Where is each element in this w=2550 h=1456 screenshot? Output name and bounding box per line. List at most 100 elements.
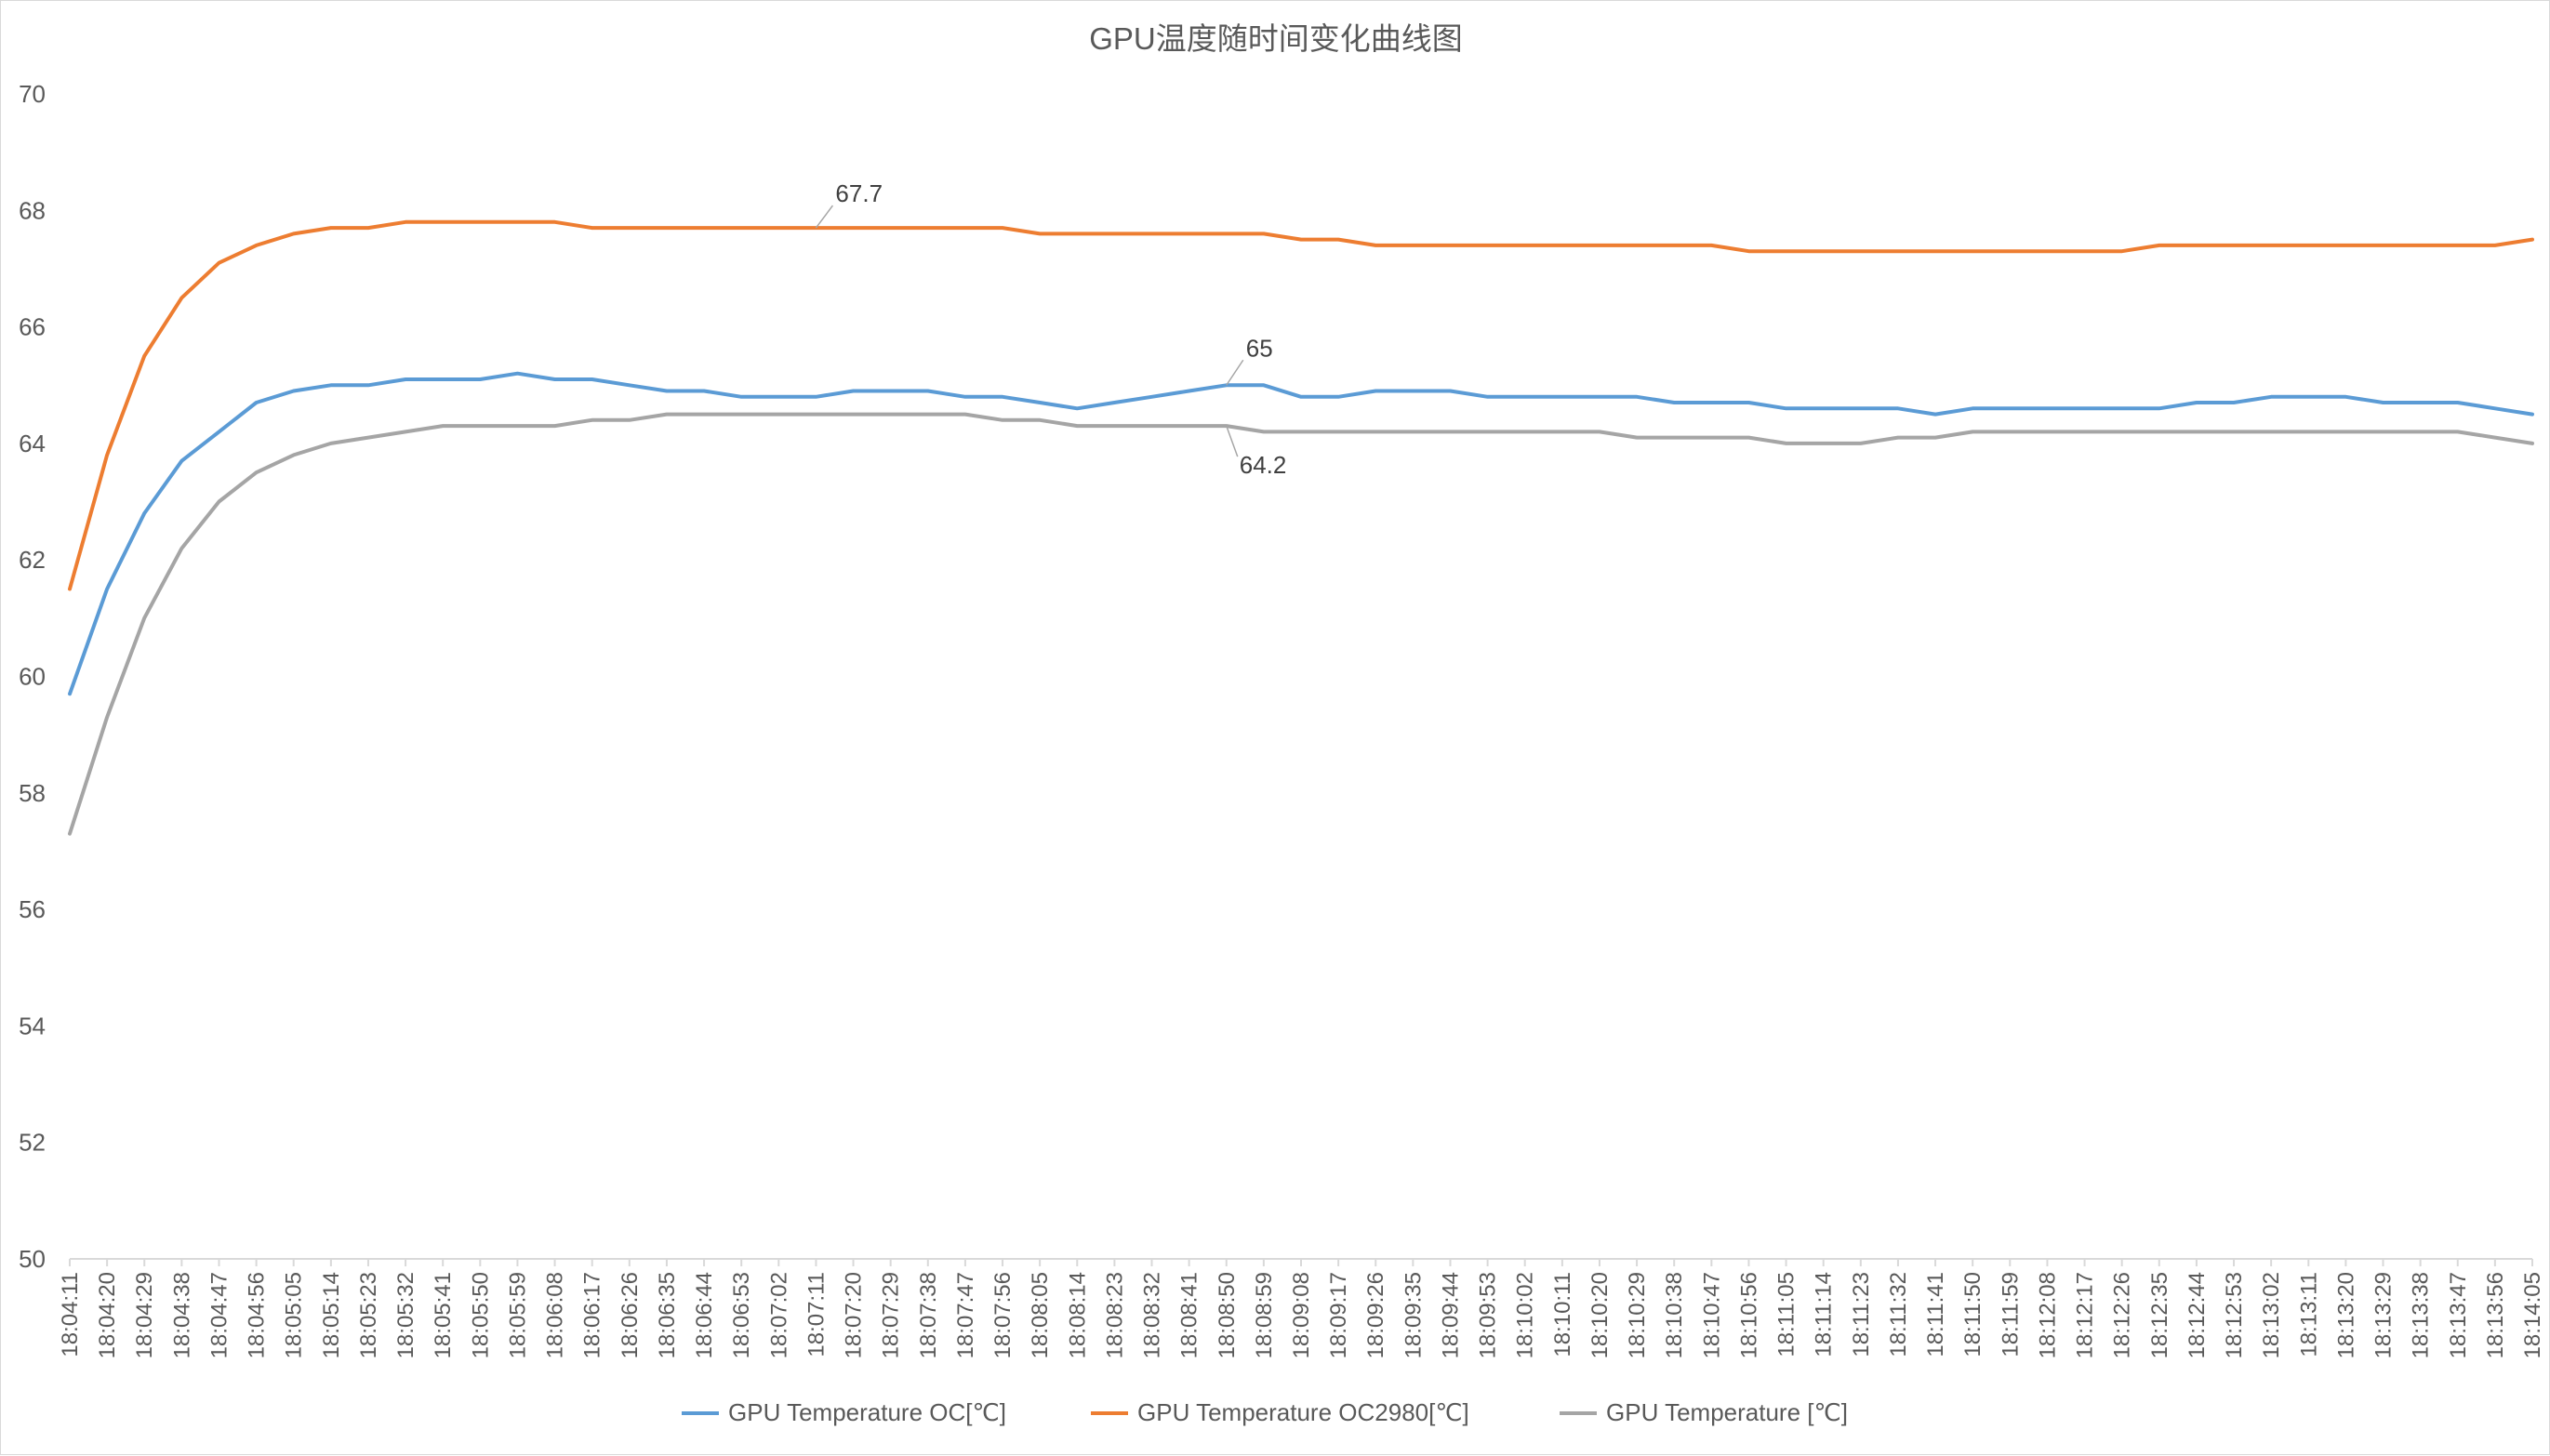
series-line-3 xyxy=(68,412,2534,836)
x-tick-label: 18:08:50 xyxy=(1215,1272,1240,1358)
x-tick-label: 18:13:38 xyxy=(2409,1272,2434,1358)
x-tick-label: 18:06:35 xyxy=(655,1272,680,1358)
x-tick-label: 18:07:47 xyxy=(953,1272,978,1358)
legend-label: GPU Temperature OC[℃] xyxy=(728,1398,1006,1426)
x-tick-label: 18:12:17 xyxy=(2073,1272,2098,1358)
y-tick-label: 64 xyxy=(19,430,46,457)
x-tick-label: 18:06:08 xyxy=(543,1272,568,1358)
legend-label: GPU Temperature [℃] xyxy=(1606,1398,1848,1426)
x-tick-label: 18:06:53 xyxy=(729,1272,754,1358)
x-tick-label: 18:08:32 xyxy=(1140,1272,1165,1358)
y-tick-label: 60 xyxy=(19,663,46,691)
x-tick-label: 18:11:32 xyxy=(1886,1272,1911,1357)
x-tick-label: 18:11:59 xyxy=(1998,1272,2023,1357)
x-tick-label: 18:07:20 xyxy=(842,1272,867,1358)
data-label-leader xyxy=(1226,425,1239,457)
x-tick-label: 18:05:05 xyxy=(282,1272,307,1358)
data-label: 65 xyxy=(1246,334,1273,362)
x-tick-label: 18:05:14 xyxy=(319,1272,344,1358)
x-tick-label: 18:12:35 xyxy=(2147,1272,2172,1358)
x-tick-label: 18:06:26 xyxy=(618,1272,643,1358)
series-line-2 xyxy=(68,219,2534,591)
data-label: 64.2 xyxy=(1240,451,1287,479)
y-tick-label: 52 xyxy=(19,1129,46,1157)
x-tick-label: 18:09:53 xyxy=(1476,1272,1501,1358)
x-tick-label: 18:08:59 xyxy=(1252,1272,1277,1358)
x-tick-label: 18:11:50 xyxy=(1960,1272,1986,1357)
x-tick-label: 18:07:38 xyxy=(916,1272,941,1358)
x-tick-label: 18:05:23 xyxy=(356,1272,381,1358)
legend-item: GPU Temperature [℃] xyxy=(1560,1398,1848,1426)
x-tick-label: 18:10:11 xyxy=(1550,1272,1575,1357)
data-label-leader xyxy=(815,205,834,229)
x-tick-label: 18:11:05 xyxy=(1774,1272,1800,1357)
legend-item: GPU Temperature OC2980[℃] xyxy=(1091,1398,1469,1426)
legend: GPU Temperature OC[℃] GPU Temperature OC2… xyxy=(682,1398,1848,1426)
x-axis-ticks: 18:04:11 18:04:20 18:04:29 18:04:38 18:04:47… xyxy=(58,1259,2545,1358)
x-tick-label: 18:13:20 xyxy=(2333,1272,2358,1358)
x-tick-label: 18:12:08 xyxy=(2035,1272,2060,1358)
x-tick-label: 18:04:56 xyxy=(245,1272,270,1358)
y-tick-label: 68 xyxy=(19,196,46,224)
data-label: 67.7 xyxy=(835,179,883,207)
y-tick-label: 70 xyxy=(19,80,46,108)
x-tick-label: 18:07:02 xyxy=(766,1272,791,1358)
x-tick-label: 18:05:59 xyxy=(505,1272,530,1358)
y-axis-ticks: 50 52 54 56 58 60 62 64 66 68 70 xyxy=(19,80,46,1273)
x-tick-label: 18:12:26 xyxy=(2110,1272,2135,1358)
y-tick-label: 56 xyxy=(19,895,46,923)
x-tick-label: 18:09:26 xyxy=(1363,1272,1388,1358)
y-tick-label: 66 xyxy=(19,313,46,341)
x-tick-label: 18:07:56 xyxy=(990,1272,1016,1358)
x-tick-label: 18:13:11 xyxy=(2296,1272,2321,1357)
data-labels: 65 67.7 64.2 xyxy=(815,179,1287,479)
x-tick-label: 18:11:41 xyxy=(1923,1272,1948,1357)
series-line-1 xyxy=(68,371,2534,696)
x-tick-label: 18:13:02 xyxy=(2259,1272,2284,1358)
x-tick-label: 18:08:05 xyxy=(1028,1272,1053,1358)
x-tick-label: 18:04:38 xyxy=(169,1272,194,1358)
x-tick-label: 18:06:17 xyxy=(580,1272,605,1358)
x-tick-label: 18:12:44 xyxy=(2185,1272,2210,1358)
x-tick-label: 18:04:20 xyxy=(95,1272,120,1358)
x-tick-label: 18:10:29 xyxy=(1625,1272,1650,1358)
x-tick-label: 18:09:44 xyxy=(1438,1272,1463,1358)
y-tick-label: 62 xyxy=(19,546,46,574)
legend-label: GPU Temperature OC2980[℃] xyxy=(1137,1398,1469,1426)
x-tick-label: 18:06:44 xyxy=(692,1272,717,1358)
x-tick-label: 18:11:14 xyxy=(1812,1272,1837,1357)
x-tick-label: 18:05:41 xyxy=(431,1272,456,1358)
x-tick-label: 18:04:29 xyxy=(132,1272,157,1358)
x-tick-label: 18:04:11 xyxy=(58,1272,83,1357)
x-tick-label: 18:08:14 xyxy=(1065,1272,1090,1358)
series-lines xyxy=(68,219,2534,836)
legend-item: GPU Temperature OC[℃] xyxy=(682,1398,1006,1426)
x-tick-label: 18:10:20 xyxy=(1587,1272,1613,1358)
x-tick-label: 18:10:56 xyxy=(1736,1272,1761,1358)
x-tick-label: 18:07:11 xyxy=(804,1272,829,1357)
y-tick-label: 50 xyxy=(19,1245,46,1273)
x-tick-label: 18:11:23 xyxy=(1849,1272,1874,1357)
x-tick-label: 18:13:29 xyxy=(2371,1272,2397,1358)
x-tick-label: 18:14:05 xyxy=(2520,1272,2545,1358)
x-tick-label: 18:13:47 xyxy=(2446,1272,2471,1358)
y-tick-label: 58 xyxy=(19,779,46,807)
chart-title: GPU温度随时间变化曲线图 xyxy=(1089,21,1463,56)
x-tick-label: 18:07:29 xyxy=(879,1272,904,1358)
x-tick-label: 18:08:41 xyxy=(1177,1272,1202,1358)
x-tick-label: 18:08:23 xyxy=(1102,1272,1127,1358)
x-tick-label: 18:12:53 xyxy=(2222,1272,2247,1358)
x-tick-label: 18:05:32 xyxy=(393,1272,418,1358)
x-tick-label: 18:10:38 xyxy=(1662,1272,1687,1358)
x-tick-label: 18:09:17 xyxy=(1326,1272,1351,1358)
x-tick-label: 18:09:35 xyxy=(1401,1272,1426,1358)
x-tick-label: 18:13:56 xyxy=(2483,1272,2508,1358)
x-tick-label: 18:10:02 xyxy=(1513,1272,1538,1358)
x-tick-label: 18:09:08 xyxy=(1289,1272,1314,1358)
data-label-leader xyxy=(1226,359,1244,386)
y-tick-label: 54 xyxy=(19,1012,46,1039)
x-tick-label: 18:04:47 xyxy=(206,1272,232,1358)
x-tick-label: 18:05:50 xyxy=(468,1272,493,1358)
